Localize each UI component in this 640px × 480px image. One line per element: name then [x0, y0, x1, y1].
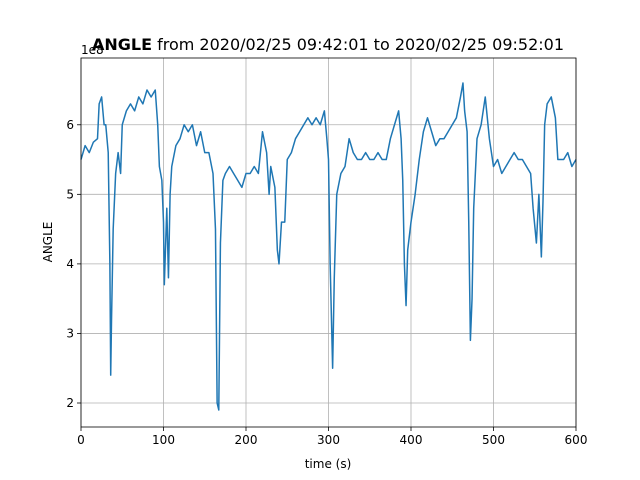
- y-tick-label: 6: [66, 118, 74, 132]
- x-tick-label: 200: [235, 433, 258, 447]
- y-tick-label: 5: [66, 187, 74, 201]
- y-axis-label: ANGLE: [41, 222, 55, 263]
- x-tick-label: 500: [482, 433, 505, 447]
- y-tick-label: 3: [66, 326, 74, 340]
- data-line: [80, 82, 577, 411]
- x-tick-label: 400: [400, 433, 423, 447]
- y-tick-label: 2: [66, 396, 74, 410]
- axes-frame: [80, 57, 577, 428]
- x-tick-label: 600: [565, 433, 588, 447]
- title-bold: ANGLE: [92, 35, 152, 54]
- x-tick-label: 100: [152, 433, 175, 447]
- y-tick-label: 4: [66, 257, 74, 271]
- title-text: from 2020/02/25 09:42:01 to 2020/02/25 0…: [157, 35, 564, 54]
- x-tick-label: 300: [317, 433, 340, 447]
- chart-title: ANGLE from 2020/02/25 09:42:01 to 2020/0…: [92, 35, 564, 54]
- x-tick-label: 0: [77, 433, 85, 447]
- x-axis-label: time (s): [305, 457, 352, 471]
- y-offset-label: 1e8: [81, 43, 104, 57]
